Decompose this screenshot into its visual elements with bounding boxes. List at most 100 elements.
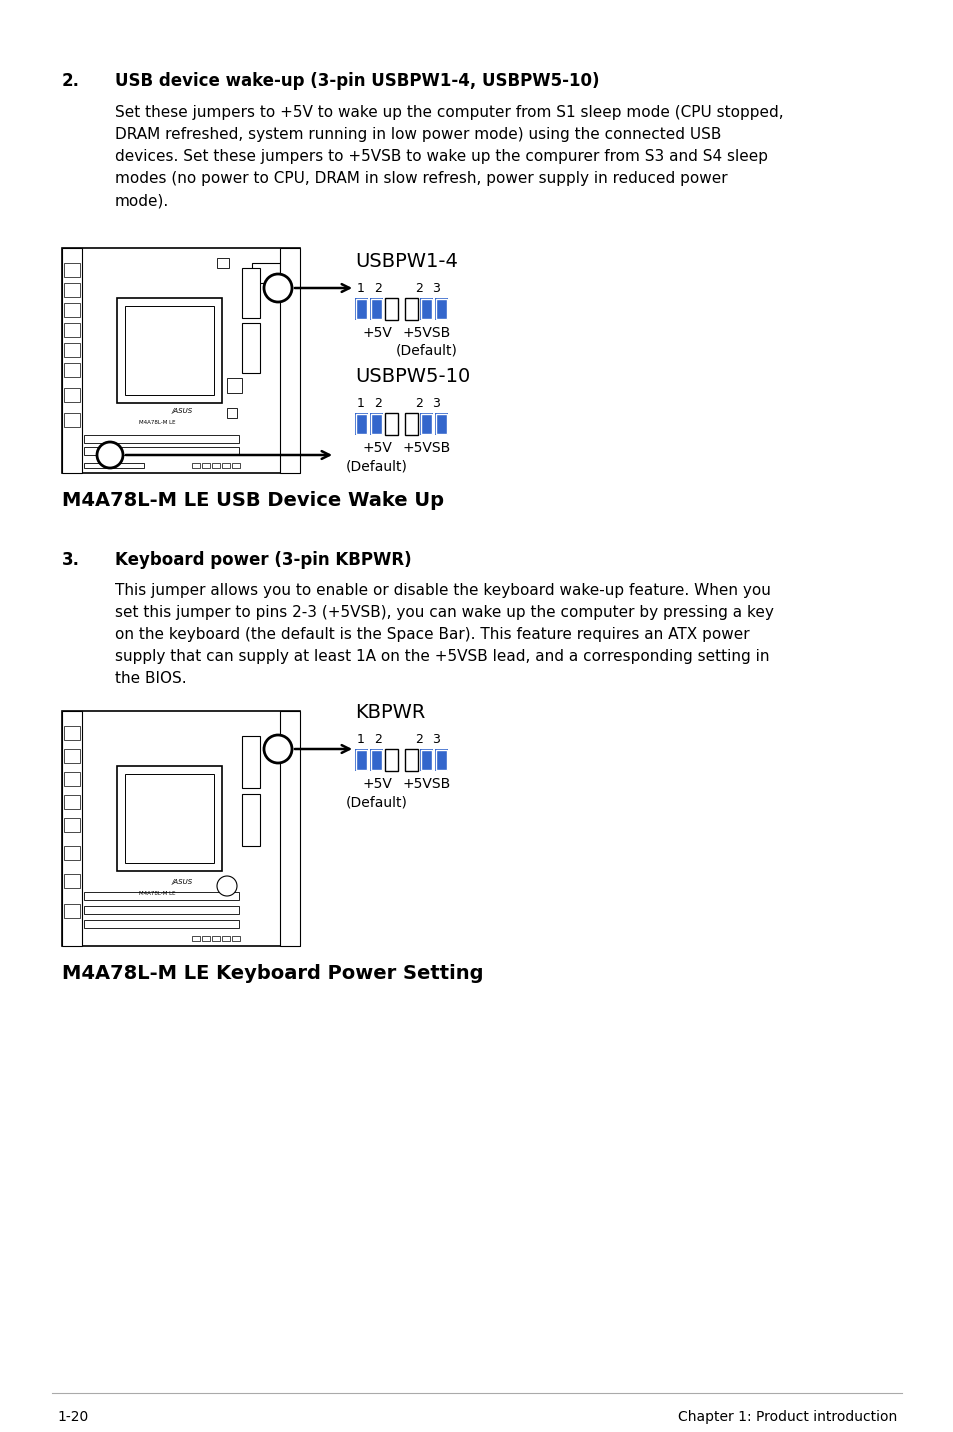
Bar	[280, 248, 299, 473]
Text: set this jumper to pins 2-3 (+5VSB), you can wake up the computer by pressing a : set this jumper to pins 2-3 (+5VSB), you…	[115, 604, 773, 620]
Bar	[370, 298, 382, 319]
Text: This jumper allows you to enable or disable the keyboard wake-up feature. When y: This jumper allows you to enable or disa…	[115, 583, 770, 599]
Text: 2: 2	[415, 282, 422, 295]
Bar	[436, 750, 447, 770]
Text: 2: 2	[374, 733, 381, 746]
Text: the BIOS.: the BIOS.	[115, 672, 187, 686]
Bar	[436, 414, 447, 434]
Bar	[64, 362, 80, 377]
Bar	[84, 906, 239, 914]
Bar	[62, 248, 82, 473]
Bar	[222, 937, 230, 941]
Bar	[117, 766, 222, 871]
Text: 3: 3	[432, 397, 439, 410]
Bar	[280, 712, 299, 947]
Bar	[62, 248, 299, 473]
Bar	[84, 435, 239, 442]
Text: modes (no power to CPU, DRAM in slow refresh, power supply in reduced power: modes (no power to CPU, DRAM in slow ref…	[115, 170, 727, 186]
Bar	[64, 412, 80, 427]
Bar	[370, 412, 382, 435]
Bar	[355, 412, 368, 435]
Bar	[84, 463, 144, 468]
Bar	[84, 919, 239, 928]
Bar	[125, 775, 213, 863]
Bar	[222, 463, 230, 468]
Bar	[419, 412, 433, 435]
Bar	[192, 937, 200, 941]
Bar	[212, 937, 220, 941]
Bar	[420, 750, 432, 770]
Bar	[212, 463, 220, 468]
Bar	[232, 463, 240, 468]
Bar	[371, 414, 381, 434]
Bar	[64, 846, 80, 861]
Bar	[62, 712, 82, 947]
Text: +5VSB: +5VSB	[402, 326, 451, 339]
Text: (Default): (Default)	[346, 460, 408, 473]
Bar	[355, 299, 367, 319]
Text: USBPW1-4: USBPW1-4	[355, 252, 457, 271]
Text: 1: 1	[356, 733, 364, 746]
Text: 2: 2	[374, 282, 381, 295]
Bar	[62, 712, 299, 947]
Bar	[371, 750, 381, 770]
Bar	[435, 412, 448, 435]
Text: +5V: +5V	[362, 441, 392, 455]
Bar	[436, 299, 447, 319]
Bar	[64, 304, 80, 316]
Bar	[252, 263, 280, 284]
Text: M4A78L-M LE: M4A78L-M LE	[138, 420, 175, 425]
Bar	[371, 299, 381, 319]
Text: M4A78L-M LE Keyboard Power Setting: M4A78L-M LE Keyboard Power Setting	[62, 964, 483, 982]
Bar	[385, 412, 397, 435]
Bar	[242, 268, 260, 318]
Text: Chapter 1: Product introduction: Chapter 1: Product introduction	[677, 1411, 896, 1423]
Text: 1: 1	[356, 397, 364, 410]
Bar	[64, 818, 80, 832]
Bar	[84, 447, 239, 455]
Text: supply that can supply at least 1A on the +5VSB lead, and a corresponding settin: supply that can supply at least 1A on th…	[115, 649, 769, 664]
Text: +5V: +5V	[362, 326, 392, 339]
Bar	[355, 298, 368, 319]
Bar	[117, 298, 222, 402]
Bar	[64, 263, 80, 276]
Text: +5VSB: +5VSB	[402, 778, 451, 790]
Text: 2: 2	[415, 397, 422, 410]
Text: M4A78L-M LE USB Device Wake Up: M4A78L-M LE USB Device Wake Up	[62, 491, 443, 510]
Bar	[370, 749, 382, 770]
Bar	[405, 749, 417, 770]
Bar	[405, 298, 417, 319]
Text: 1: 1	[356, 282, 364, 295]
Bar	[64, 772, 80, 786]
Text: mode).: mode).	[115, 193, 169, 208]
Bar	[242, 793, 260, 846]
Text: 3: 3	[432, 733, 439, 746]
Bar	[64, 904, 80, 918]
Text: 2: 2	[415, 733, 422, 746]
Bar	[385, 298, 397, 319]
Text: 2: 2	[374, 397, 381, 410]
Text: /ASUS: /ASUS	[172, 408, 193, 414]
Text: 2.: 2.	[62, 72, 80, 90]
Bar	[419, 749, 433, 770]
Bar	[64, 284, 80, 296]
Bar	[64, 726, 80, 740]
Bar	[242, 736, 260, 788]
Bar	[232, 937, 240, 941]
Circle shape	[264, 274, 292, 302]
Circle shape	[97, 442, 123, 468]
Bar	[355, 750, 367, 770]
Bar	[202, 937, 210, 941]
Text: /ASUS: /ASUS	[172, 879, 193, 885]
Bar	[64, 749, 80, 763]
Bar	[419, 298, 433, 319]
Text: 3: 3	[432, 282, 439, 295]
Bar	[64, 874, 80, 888]
Text: (Default): (Default)	[395, 344, 457, 358]
Bar	[202, 463, 210, 468]
Bar	[64, 344, 80, 357]
Bar	[227, 378, 242, 392]
Bar	[192, 463, 200, 468]
Text: (Default): (Default)	[346, 795, 408, 809]
Text: USB device wake-up (3-pin USBPW1-4, USBPW5-10): USB device wake-up (3-pin USBPW1-4, USBP…	[115, 72, 598, 90]
